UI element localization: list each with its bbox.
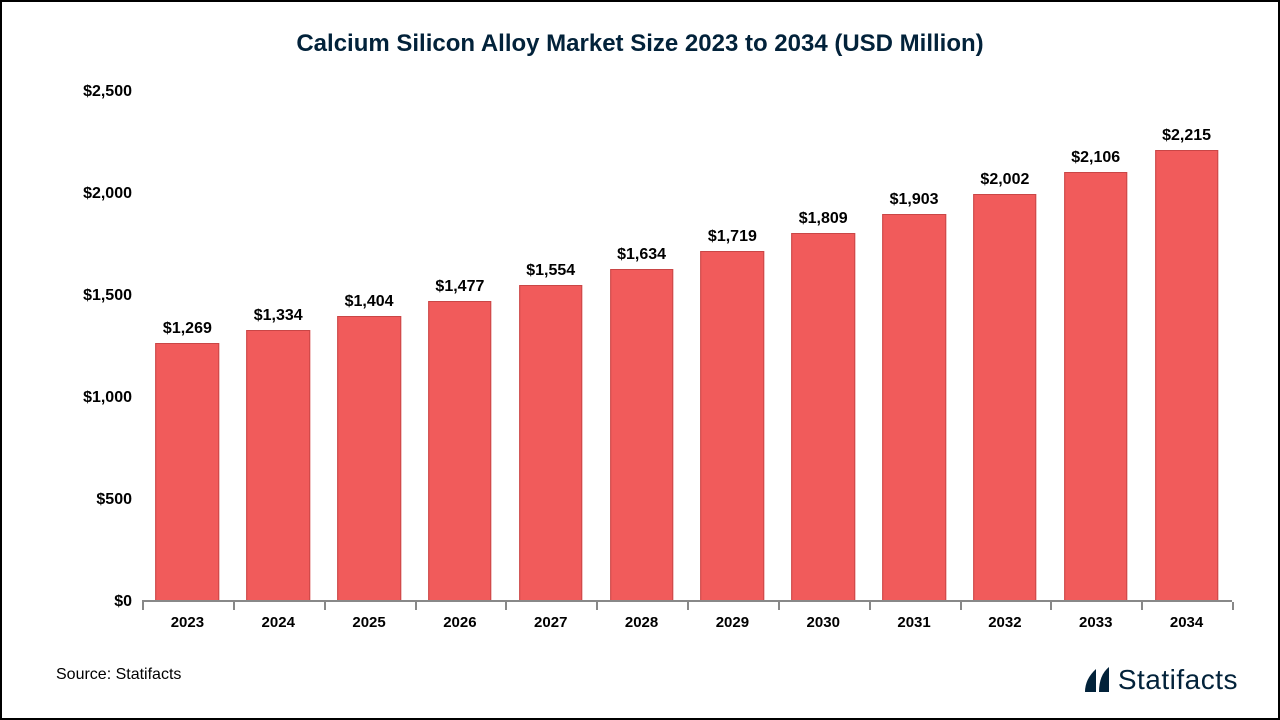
bar-value-label: $1,554 [526,262,575,280]
bar-slot: $1,2692023 [142,92,233,602]
x-tick-mark [687,602,689,610]
bar-slot: $1,3342024 [233,92,324,602]
bar: $1,269 [156,343,220,602]
bar: $1,634 [610,269,674,602]
bar-value-label: $2,106 [1071,149,1120,167]
x-tick-label: 2025 [352,614,385,631]
x-tick-label: 2028 [625,614,658,631]
bar: $2,002 [973,194,1037,602]
bar-slot: $2,1062033 [1050,92,1141,602]
bar-value-label: $1,269 [163,320,212,338]
bar: $1,719 [701,251,765,602]
x-tick-mark [415,602,417,610]
brand-text: Statifacts [1118,664,1238,696]
bar-slot: $2,0022032 [960,92,1051,602]
y-tick-label: $1,500 [83,287,142,305]
statifacts-icon [1082,665,1112,695]
bar-value-label: $2,215 [1162,127,1211,145]
x-tick-label: 2029 [716,614,749,631]
y-tick-label: $1,000 [83,389,142,407]
x-tick-mark [324,602,326,610]
bar: $1,554 [519,285,583,602]
bar: $1,477 [428,301,492,602]
x-tick-mark [1141,602,1143,610]
x-tick-mark [233,602,235,610]
bar-value-label: $1,334 [254,307,303,325]
bar-slot: $1,4772026 [415,92,506,602]
x-tick-mark [1050,602,1052,610]
x-tick-label: 2023 [171,614,204,631]
x-tick-label: 2033 [1079,614,1112,631]
x-tick-label: 2032 [988,614,1021,631]
x-tick-label: 2024 [262,614,295,631]
x-tick-mark [596,602,598,610]
source-attribution: Source: Statifacts [56,666,181,684]
bar-slot: $2,2152034 [1141,92,1232,602]
bar: $2,215 [1155,150,1219,602]
bar: $1,404 [337,316,401,602]
bars-container: $1,2692023$1,3342024$1,4042025$1,4772026… [142,92,1232,602]
chart-title: Calcium Silicon Alloy Market Size 2023 t… [2,30,1278,58]
x-tick-mark [778,602,780,610]
bar-value-label: $1,903 [890,191,939,209]
x-tick-label: 2030 [807,614,840,631]
x-tick-label: 2034 [1170,614,1203,631]
y-tick-label: $500 [96,491,142,509]
bar-value-label: $1,719 [708,228,757,246]
x-tick-mark [142,602,144,610]
x-tick-label: 2027 [534,614,567,631]
bar-value-label: $1,634 [617,246,666,264]
bar-slot: $1,4042025 [324,92,415,602]
x-tick-label: 2031 [897,614,930,631]
bar: $1,903 [882,214,946,602]
x-axis-line [142,600,1232,602]
bar: $1,809 [791,233,855,602]
bar-value-label: $1,404 [345,293,394,311]
bar-slot: $1,9032031 [869,92,960,602]
x-tick-mark [960,602,962,610]
y-tick-label: $2,000 [83,185,142,203]
x-tick-mark [505,602,507,610]
bar-slot: $1,5542027 [505,92,596,602]
x-tick-label: 2026 [443,614,476,631]
chart-frame: Calcium Silicon Alloy Market Size 2023 t… [0,0,1280,720]
bar-slot: $1,8092030 [778,92,869,602]
bar-value-label: $1,809 [799,210,848,228]
bar-slot: $1,7192029 [687,92,778,602]
x-tick-mark [869,602,871,610]
bar: $1,334 [246,330,310,602]
bar-value-label: $1,477 [435,278,484,296]
x-tick-mark [1232,602,1234,610]
bar: $2,106 [1064,172,1128,602]
brand-logo: Statifacts [1082,664,1238,696]
y-tick-label: $2,500 [83,83,142,101]
y-tick-label: $0 [114,593,142,611]
bar-value-label: $2,002 [980,171,1029,189]
plot-area: $0$500$1,000$1,500$2,000$2,500 $1,269202… [142,92,1232,602]
bar-slot: $1,6342028 [596,92,687,602]
